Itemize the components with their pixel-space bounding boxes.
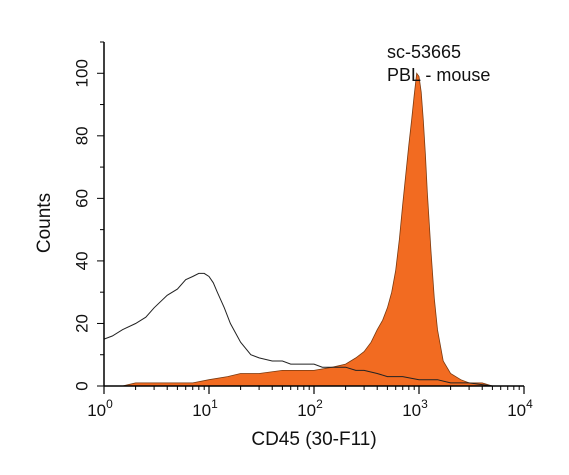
x-tick-label: 104 [507, 397, 533, 420]
x-tick-label: 100 [87, 397, 113, 420]
y-tick-label: 20 [73, 314, 92, 333]
annotation-line-2: PBL - mouse [387, 65, 490, 85]
y-tick-label: 0 [73, 381, 92, 390]
y-tick-label: 100 [73, 59, 92, 87]
y-tick-label: 60 [73, 189, 92, 208]
annotation-line-1: sc-53665 [387, 42, 461, 62]
outline-histogram-series [103, 272, 508, 387]
x-tick-label: 102 [297, 397, 323, 420]
y-tick-label: 40 [73, 251, 92, 270]
y-tick-label: 80 [73, 126, 92, 145]
y-ticks: 0 20 40 60 80 100 [73, 41, 104, 391]
x-tick-label: 101 [192, 397, 218, 420]
x-tick-label: 103 [402, 397, 428, 420]
filled-histogram-series [122, 72, 508, 387]
series-layer [103, 72, 508, 387]
x-ticks: 100 101 102 103 104 [87, 386, 533, 420]
x-axis-title: CD45 (30-F11) [251, 429, 376, 450]
y-axis-title: Counts [34, 193, 55, 253]
plot-area: 100 101 102 103 104 0 20 40 60 80 100 [73, 41, 533, 420]
